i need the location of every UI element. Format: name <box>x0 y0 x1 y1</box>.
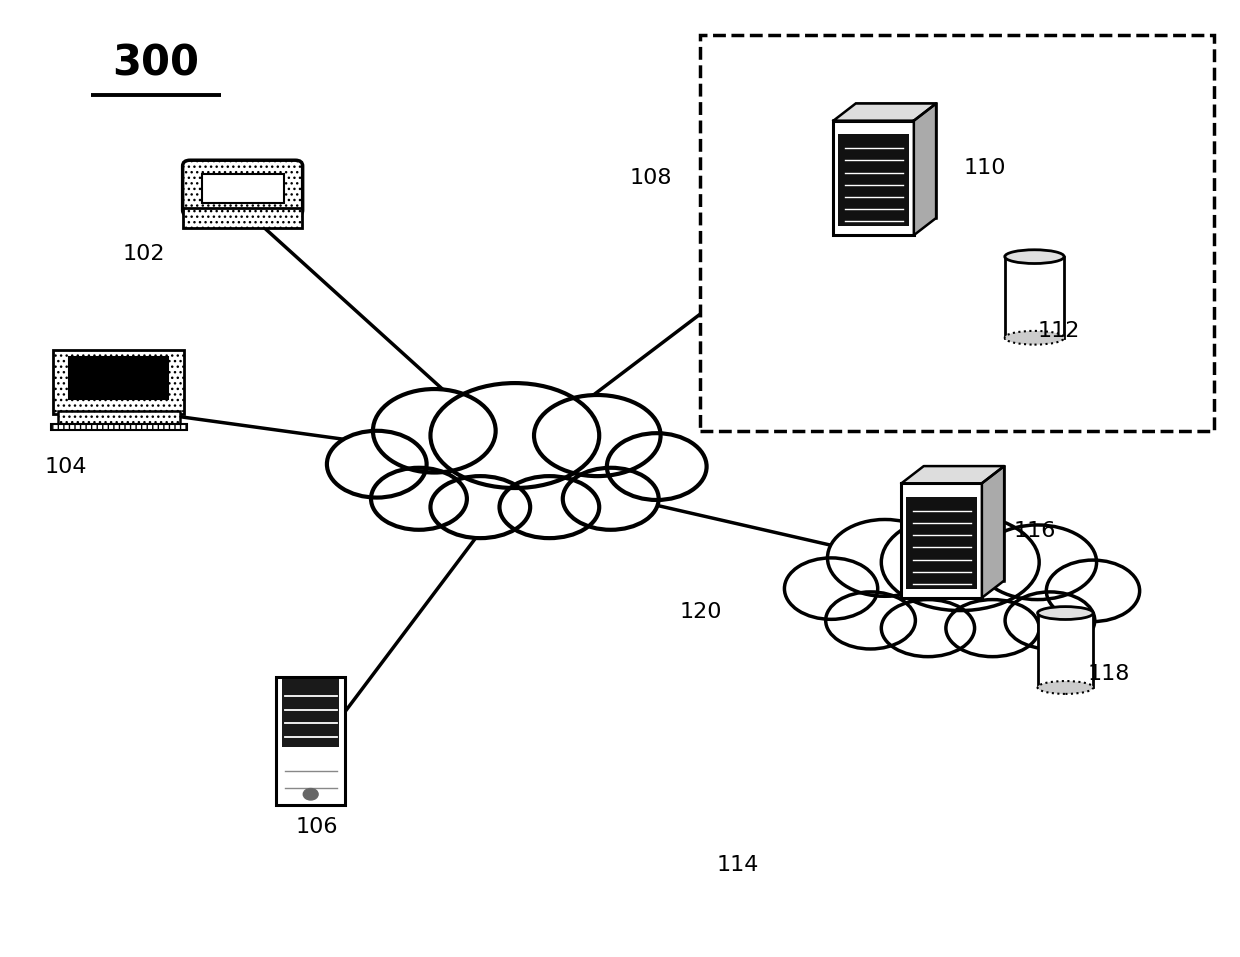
FancyBboxPatch shape <box>51 424 187 431</box>
FancyBboxPatch shape <box>283 679 340 747</box>
FancyBboxPatch shape <box>929 478 999 571</box>
Ellipse shape <box>1006 592 1095 649</box>
Ellipse shape <box>327 431 427 498</box>
FancyBboxPatch shape <box>277 677 345 805</box>
FancyBboxPatch shape <box>701 34 1214 431</box>
FancyBboxPatch shape <box>833 121 914 235</box>
FancyBboxPatch shape <box>861 115 931 209</box>
Ellipse shape <box>430 383 599 488</box>
Polygon shape <box>914 103 936 235</box>
Text: 112: 112 <box>1038 321 1080 341</box>
Ellipse shape <box>373 389 496 473</box>
Ellipse shape <box>978 525 1096 600</box>
FancyBboxPatch shape <box>1038 613 1094 687</box>
Polygon shape <box>982 466 1004 598</box>
Ellipse shape <box>1047 560 1140 621</box>
Ellipse shape <box>870 534 1050 648</box>
Text: 104: 104 <box>45 457 87 477</box>
FancyBboxPatch shape <box>906 497 977 589</box>
Text: 110: 110 <box>963 158 1006 178</box>
Ellipse shape <box>827 520 942 596</box>
Text: 116: 116 <box>1013 521 1055 541</box>
Text: 102: 102 <box>123 244 165 264</box>
Ellipse shape <box>1038 681 1094 694</box>
FancyBboxPatch shape <box>184 209 301 228</box>
Text: 114: 114 <box>717 855 759 875</box>
Ellipse shape <box>606 434 707 500</box>
FancyBboxPatch shape <box>924 466 1004 581</box>
Text: 106: 106 <box>295 816 339 836</box>
Text: 300: 300 <box>113 42 200 84</box>
Circle shape <box>304 789 319 800</box>
Ellipse shape <box>1038 607 1094 619</box>
Ellipse shape <box>430 477 531 538</box>
FancyBboxPatch shape <box>901 483 982 598</box>
Ellipse shape <box>882 600 975 657</box>
Text: 118: 118 <box>1087 664 1130 684</box>
FancyBboxPatch shape <box>58 411 180 424</box>
Ellipse shape <box>785 558 878 619</box>
FancyBboxPatch shape <box>856 103 936 218</box>
Text: 120: 120 <box>680 602 722 622</box>
FancyBboxPatch shape <box>53 349 185 413</box>
Ellipse shape <box>500 477 599 538</box>
Ellipse shape <box>563 468 658 530</box>
Ellipse shape <box>826 592 915 649</box>
Text: 108: 108 <box>630 167 672 188</box>
Ellipse shape <box>1004 331 1064 345</box>
Ellipse shape <box>534 395 661 477</box>
Ellipse shape <box>419 405 611 528</box>
FancyBboxPatch shape <box>1004 256 1064 338</box>
Ellipse shape <box>1004 250 1064 263</box>
FancyBboxPatch shape <box>202 174 284 203</box>
FancyBboxPatch shape <box>838 134 909 226</box>
Polygon shape <box>901 466 1004 483</box>
Ellipse shape <box>882 514 1039 611</box>
FancyBboxPatch shape <box>69 357 169 399</box>
Polygon shape <box>833 103 936 121</box>
FancyBboxPatch shape <box>182 160 303 216</box>
Ellipse shape <box>371 468 467 530</box>
Ellipse shape <box>946 600 1039 657</box>
